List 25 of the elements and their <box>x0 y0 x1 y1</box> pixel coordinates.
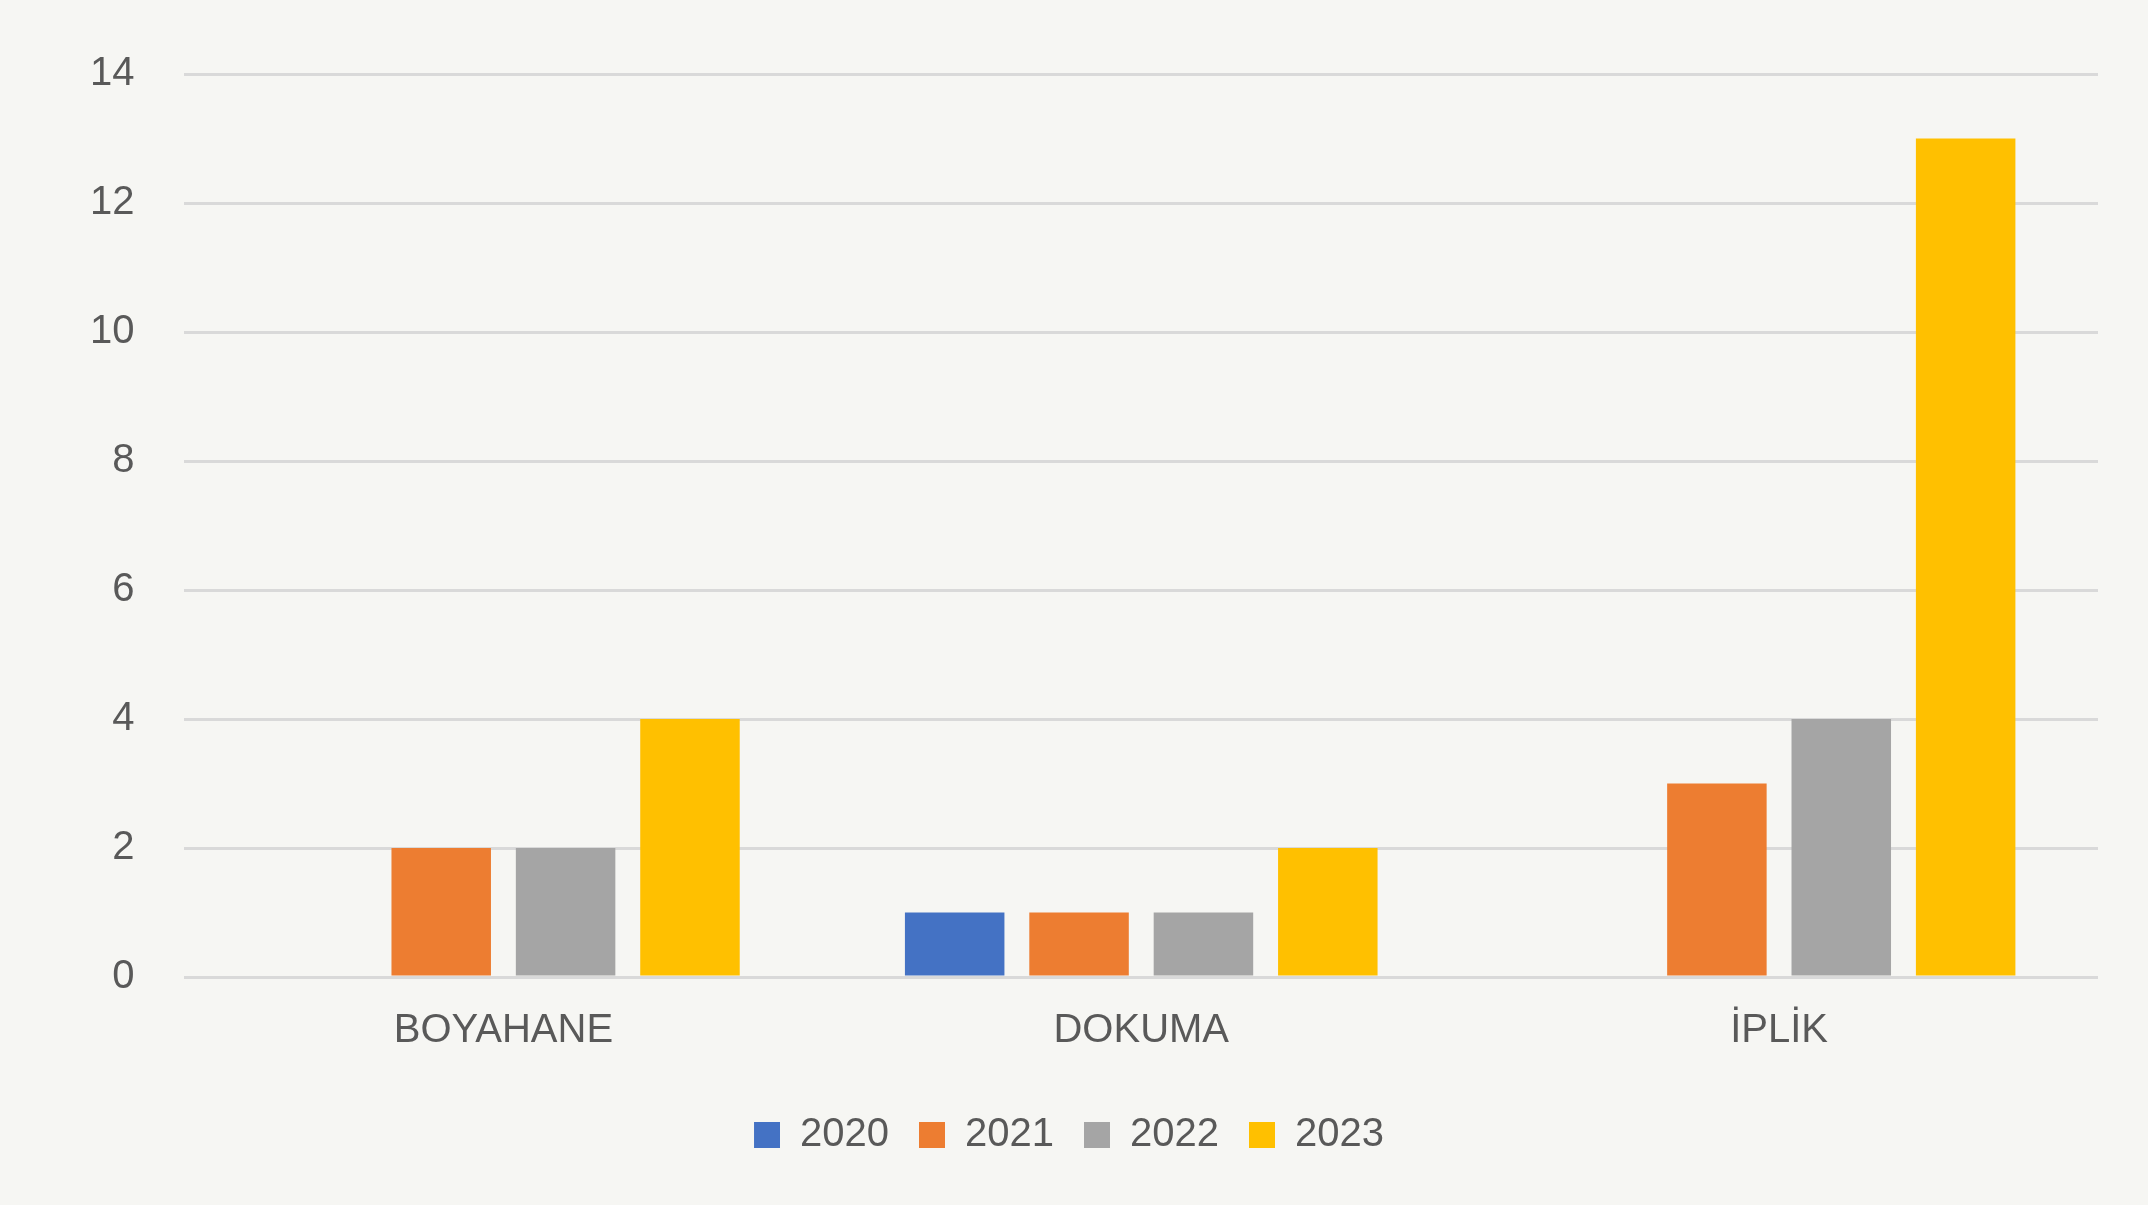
legend-label: 2023 <box>1294 1110 1384 1155</box>
bar <box>1915 138 2016 976</box>
x-tick-label: İPLİK <box>1730 1006 1829 1051</box>
x-tick-label: BOYAHANE <box>393 1006 614 1051</box>
x-tick-label: DOKUMA <box>1053 1006 1230 1051</box>
y-tick-label: 0 <box>112 952 135 997</box>
bar <box>1029 912 1129 976</box>
bar <box>1667 783 1767 976</box>
y-tick-label: 10 <box>89 307 135 352</box>
bar <box>1153 912 1254 976</box>
bar <box>1791 719 1892 976</box>
bar <box>391 848 491 976</box>
y-tick-label: 14 <box>89 49 135 94</box>
y-tick-label: 4 <box>112 694 135 739</box>
y-tick-label: 6 <box>112 565 135 610</box>
y-tick-label: 12 <box>89 178 135 223</box>
bar <box>640 719 740 976</box>
y-tick-label: 8 <box>112 436 135 481</box>
legend-label: 2022 <box>1130 1110 1219 1155</box>
bar <box>904 912 1005 976</box>
y-tick-label: 2 <box>112 823 135 868</box>
legend-label: 2021 <box>965 1110 1054 1155</box>
legend-label: 2020 <box>800 1110 890 1155</box>
bar <box>515 848 616 976</box>
bar <box>1278 848 1378 976</box>
